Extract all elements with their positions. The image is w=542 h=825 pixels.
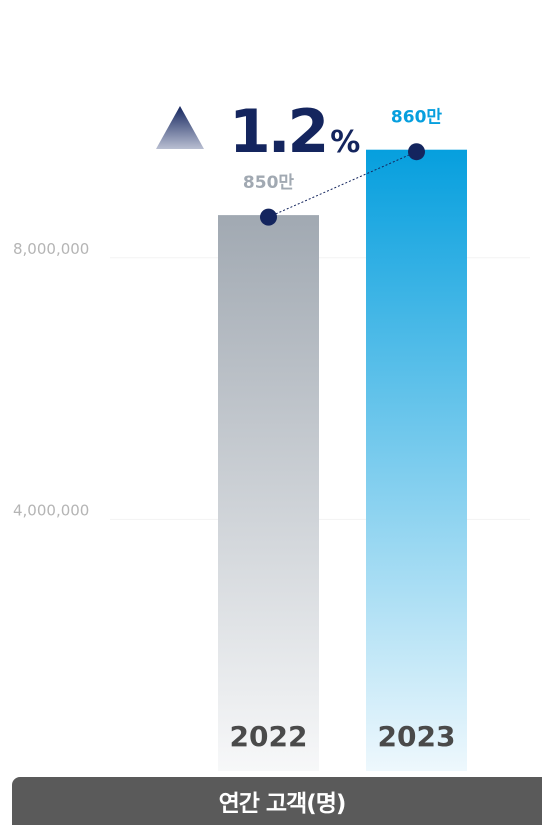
value-label-2022: 850만 — [243, 173, 294, 193]
percent-change: 1.2% — [229, 97, 360, 167]
data-point-2022 — [260, 208, 277, 226]
percent-change-unit: % — [330, 125, 360, 160]
category-label-2022: 2022 — [230, 720, 308, 753]
category-label-2023: 2023 — [378, 720, 456, 753]
y-tick-label-1: 4,000,000 — [13, 501, 89, 519]
x-axis-title-bar: 연간 고객(명) — [12, 777, 542, 825]
x-axis-title: 연간 고객(명) — [218, 791, 347, 817]
percent-change-value: 1.2 — [229, 97, 326, 167]
data-point-2023 — [408, 143, 425, 161]
trend-dashed-line — [268, 151, 417, 218]
y-tick-label-0: 8,000,000 — [13, 240, 89, 258]
value-label-2023: 860만 — [391, 108, 442, 128]
bar-2022 — [218, 215, 319, 772]
bar-2023 — [366, 149, 467, 771]
increase-triangle-icon — [156, 106, 204, 149]
